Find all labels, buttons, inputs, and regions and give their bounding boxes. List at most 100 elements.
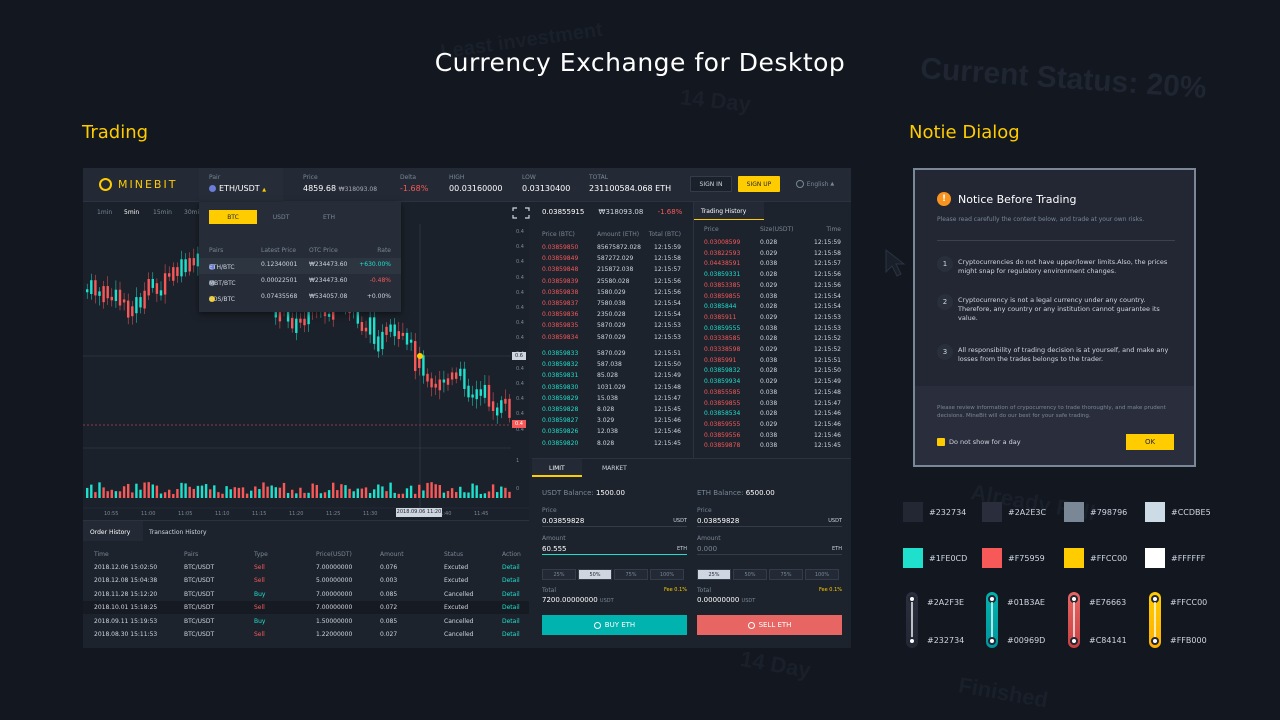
fullscreen-icon[interactable] (512, 207, 530, 219)
ask-row[interactable]: 0.03859837 7580.038 12:15:54 (532, 298, 690, 309)
bid-row[interactable]: 0.03859831 85.028 12:15:49 (532, 370, 690, 381)
history-row[interactable]: 0.0385991 0.038 12:15:51 (694, 355, 851, 366)
ask-row[interactable]: 0.03859834 5870.029 12:15:53 (532, 332, 690, 343)
buy-eth-button[interactable]: BUY ETH (542, 615, 687, 635)
dropdown-tab-eth[interactable]: ETH (323, 213, 335, 221)
history-row[interactable]: 0.03853385 0.029 12:15:56 (694, 280, 851, 291)
detail-link[interactable]: Detail (502, 577, 520, 585)
dropdown-row[interactable]: ETH/BTC 0.12340001 ₩234473.60 +630.00% (199, 258, 401, 274)
order-history-panel: Order History Transaction History Time P… (83, 520, 529, 648)
history-row[interactable]: 0.03859555 0.029 12:15:46 (694, 419, 851, 430)
bid-row[interactable]: 0.03859829 15.038 12:15:47 (532, 393, 690, 404)
tab-market[interactable]: MARKET (602, 465, 627, 472)
sell-price-field[interactable]: Price 0.03859828 USDT (697, 507, 842, 527)
ask-row[interactable]: 0.03859850 85675872.028 12:15:59 (532, 242, 690, 253)
tab-limit[interactable]: LIMIT (549, 465, 565, 472)
history-row[interactable]: 0.03338585 0.028 12:15:52 (694, 333, 851, 344)
sell-pct-50[interactable]: 50% (733, 569, 767, 580)
buy-pct-50[interactable]: 50% (578, 569, 612, 580)
history-row[interactable]: 0.03859878 0.038 12:15:45 (694, 440, 851, 451)
ask-row[interactable]: 0.03859839 25580.028 12:15:56 (532, 276, 690, 287)
ok-button[interactable]: OK (1126, 434, 1174, 450)
sign-in-button[interactable]: SIGN IN (690, 176, 732, 192)
history-row[interactable]: 0.03859555 0.038 12:15:53 (694, 323, 851, 334)
swatch-label: #F75959 (1008, 554, 1045, 563)
row-pair: BTC/USDT (184, 564, 215, 571)
buy-amount-field[interactable]: Amount 60.555 ETH (542, 535, 687, 555)
sell-pct-25[interactable]: 25% (697, 569, 731, 580)
bid-row[interactable]: 0.03859833 5870.029 12:15:51 (532, 348, 690, 359)
history-row[interactable]: 0.03859832 0.028 12:15:50 (694, 365, 851, 376)
bid-row[interactable]: 0.03859820 8.028 12:15:45 (532, 438, 690, 449)
ask-row[interactable]: 0.03859838 1580.029 12:15:56 (532, 287, 690, 298)
volume-bar (348, 488, 351, 498)
warning-icon: ! (937, 192, 951, 206)
timeframe-1min[interactable]: 1min (97, 209, 113, 216)
order-row[interactable]: 2018.10.01 15:18:25 BTC/USDT Sell 7.0000000… (83, 601, 529, 615)
dropdown-tab-usdt[interactable]: USDT (272, 213, 290, 221)
row-price: 0.03859837 (542, 300, 579, 307)
checkbox-icon[interactable] (937, 438, 945, 446)
sell-eth-button[interactable]: SELL ETH (697, 615, 842, 635)
history-row[interactable]: 0.0385844 0.028 12:15:54 (694, 301, 851, 312)
ask-row[interactable]: 0.03859836 2350.028 12:15:54 (532, 309, 690, 320)
history-row[interactable]: 0.03855585 0.038 12:15:48 (694, 387, 851, 398)
history-row[interactable]: 0.03859556 0.038 12:15:46 (694, 430, 851, 441)
history-row[interactable]: 0.04438591 0.038 12:15:57 (694, 258, 851, 269)
buy-pct-100[interactable]: 100% (650, 569, 684, 580)
bid-row[interactable]: 0.03859828 8.028 12:15:45 (532, 404, 690, 415)
volume-bar (446, 490, 450, 498)
tab-transaction-history[interactable]: Transaction History (149, 529, 207, 536)
sell-pct-100[interactable]: 100% (805, 569, 839, 580)
timeframe-30min[interactable]: 30min (184, 209, 203, 216)
dropdown-row[interactable]: MBT/BTC 0.00022501 ₩234473.60 -0.48% (199, 274, 401, 290)
buy-pct-75[interactable]: 75% (614, 569, 648, 580)
dropdown-tab-btc[interactable]: BTC (209, 210, 257, 224)
bid-row[interactable]: 0.03859832 587.038 12:15:50 (532, 359, 690, 370)
sell-pct-75[interactable]: 75% (769, 569, 803, 580)
history-row[interactable]: 0.03859855 0.038 12:15:47 (694, 398, 851, 409)
order-row[interactable]: 2018.11.28 15:12:20 BTC/USDT Buy 7.00000000… (83, 588, 529, 601)
order-row[interactable]: 2018.09.11 15:19:53 BTC/USDT Buy 1.50000000… (83, 615, 529, 628)
order-row[interactable]: 2018.12.06 15:02:50 BTC/USDT Sell 7.0000000… (83, 561, 529, 574)
brand-logo[interactable]: MINEBIT (99, 178, 177, 191)
detail-link[interactable]: Detail (502, 631, 520, 638)
history-row[interactable]: 0.03859934 0.029 12:15:49 (694, 376, 851, 387)
history-row[interactable]: 0.03338598 0.029 12:15:52 (694, 344, 851, 355)
buy-price-field[interactable]: Price 0.03859828 USDT (542, 507, 687, 527)
bid-row[interactable]: 0.03859830 1031.029 12:15:48 (532, 382, 690, 393)
history-row[interactable]: 0.0385911 0.029 12:15:53 (694, 312, 851, 323)
tab-trading-history[interactable]: Trading History (701, 208, 747, 215)
tab-order-history[interactable]: Order History (90, 529, 131, 536)
timeframe-5min[interactable]: 5min (124, 209, 140, 216)
detail-link[interactable]: Detail (502, 564, 520, 571)
history-row[interactable]: 0.03858534 0.028 12:15:46 (694, 408, 851, 419)
order-row[interactable]: 2018.12.08 15:04:38 BTC/USDT Sell 5.0000000… (83, 574, 529, 587)
history-row[interactable]: 0.03859855 0.038 12:15:54 (694, 291, 851, 302)
row-time: 12:15:54 (814, 303, 841, 311)
sell-amount-field[interactable]: Amount 0.000 ETH (697, 535, 842, 555)
volume-bar (98, 482, 101, 498)
timeframe-15min[interactable]: 15min (153, 209, 172, 216)
ask-row[interactable]: 0.03859835 5870.029 12:15:53 (532, 320, 690, 331)
language-select[interactable]: English ▲ (790, 176, 840, 192)
order-row[interactable]: 2018.08.30 15:11:53 BTC/USDT Sell 1.2200000… (83, 628, 529, 641)
detail-link[interactable]: Detail (502, 590, 520, 598)
detail-link[interactable]: Detail (502, 617, 520, 625)
checkbox-label[interactable]: Do not show for a day (949, 438, 1021, 446)
bid-row[interactable]: 0.03859827 3.029 12:15:46 (532, 415, 690, 426)
history-row[interactable]: 0.03822593 0.029 12:15:58 (694, 248, 851, 259)
buy-pct-25[interactable]: 25% (542, 569, 576, 580)
row-amount: 0.085 (380, 590, 398, 598)
history-row[interactable]: 0.03008599 0.028 12:15:59 (694, 237, 851, 248)
dropdown-row[interactable]: EOS/BTC 0.07435568 ₩534057.08 +0.00% (199, 290, 401, 306)
sign-up-button[interactable]: SIGN UP (738, 176, 780, 192)
ask-row[interactable]: 0.03859848 215872.038 12:15:57 (532, 264, 690, 275)
history-row[interactable]: 0.03859331 0.028 12:15:56 (694, 269, 851, 280)
volume-bar (147, 482, 150, 498)
pair-selector[interactable]: Pair ETH/USDT ▲ (199, 168, 283, 202)
row-size: 0.029 (760, 281, 778, 289)
bid-row[interactable]: 0.03859826 12.038 12:15:46 (532, 426, 690, 437)
ask-row[interactable]: 0.03859849 587272.029 12:15:58 (532, 253, 690, 264)
detail-link[interactable]: Detail (502, 604, 520, 612)
